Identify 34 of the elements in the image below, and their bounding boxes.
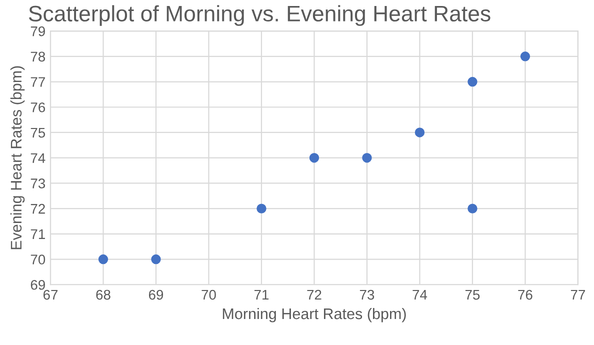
y-tick-label: 79 <box>30 26 45 36</box>
y-tick-label: 76 <box>30 102 46 112</box>
y-tick-label: 73 <box>30 178 46 188</box>
point <box>468 76 478 87</box>
x-tick-label: 76 <box>518 290 532 300</box>
point <box>414 128 425 138</box>
y-tick-label: 72 <box>30 204 45 214</box>
y-tick-label: 71 <box>30 229 45 239</box>
point <box>520 52 530 62</box>
x-tick-label: 68 <box>96 290 110 300</box>
x-tick-label: 75 <box>465 290 480 300</box>
point <box>151 254 161 264</box>
x-tick-label: 72 <box>307 290 322 300</box>
point <box>468 204 478 214</box>
x-tick-label: 74 <box>412 290 428 300</box>
point <box>98 254 108 264</box>
chart-title: Scatterplot of Morning vs. Evening Heart Rates <box>28 5 490 26</box>
x-axis-title: Morning Heart Rates (bpm) <box>222 308 406 322</box>
x-tick-label: 67 <box>43 290 58 300</box>
y-tick-label: 69 <box>30 280 45 290</box>
y-tick-label: 74 <box>30 153 46 163</box>
y-axis-title: Evening Heart Rates (bpm) <box>10 66 25 250</box>
y-tick-label: 75 <box>30 128 46 138</box>
y-tick-label: 70 <box>30 254 46 264</box>
x-tick-label: 73 <box>360 290 374 300</box>
x-tick-label: 69 <box>148 290 164 300</box>
point <box>309 152 320 163</box>
x-tick-label: 71 <box>254 290 269 300</box>
x-tick-label: 70 <box>202 290 216 300</box>
point <box>256 204 266 214</box>
x-tick-label: 77 <box>570 290 585 300</box>
y-tick-label: 78 <box>30 52 46 62</box>
y-tick-label: 77 <box>30 77 45 87</box>
point <box>362 152 372 163</box>
